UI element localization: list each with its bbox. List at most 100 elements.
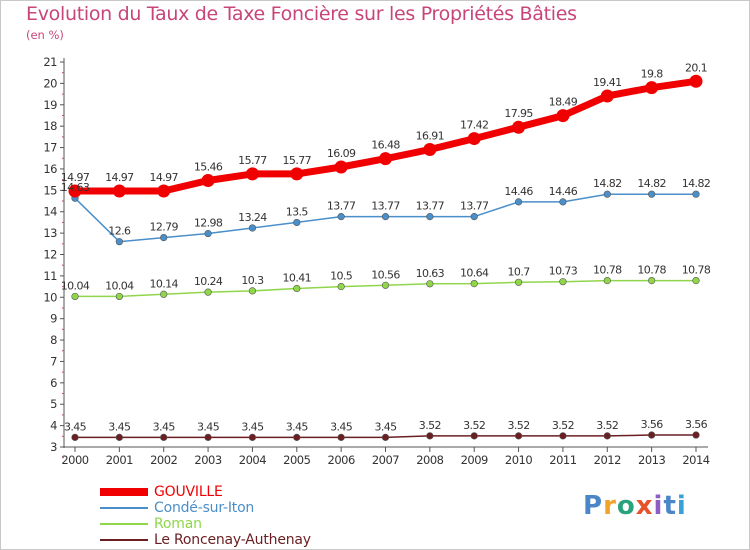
data-label: 14.97 bbox=[105, 171, 134, 184]
data-label: 13.77 bbox=[327, 200, 356, 213]
data-label: 3.45 bbox=[64, 420, 87, 433]
data-label: 14.46 bbox=[549, 185, 578, 198]
data-point bbox=[603, 190, 611, 198]
y-tick-label: 3 bbox=[50, 440, 57, 454]
data-label: 13.5 bbox=[286, 205, 309, 218]
data-point bbox=[470, 213, 478, 221]
data-label: 3.52 bbox=[508, 419, 530, 432]
data-point bbox=[514, 278, 523, 286]
data-point bbox=[692, 190, 700, 198]
data-point bbox=[603, 432, 611, 440]
chart-title: Evolution du Taux de Taxe Foncière sur l… bbox=[26, 3, 577, 25]
legend-item-conde-sur-iton[interactable]: Condé-sur-Iton bbox=[100, 500, 311, 516]
y-tick-label: 14 bbox=[43, 205, 57, 219]
data-label: 13.24 bbox=[238, 211, 267, 224]
data-label: 16.48 bbox=[371, 139, 400, 152]
data-point bbox=[245, 167, 259, 181]
y-tick-label: 20 bbox=[43, 76, 57, 90]
x-tick-label: 2011 bbox=[549, 453, 576, 467]
data-point bbox=[467, 132, 481, 146]
data-label: 13.77 bbox=[416, 200, 445, 213]
data-label: 18.49 bbox=[549, 96, 578, 109]
data-label: 3.45 bbox=[330, 420, 353, 433]
data-point bbox=[648, 190, 656, 198]
data-label: 16.09 bbox=[327, 147, 356, 160]
y-tick-label: 6 bbox=[50, 376, 57, 390]
data-point bbox=[293, 218, 301, 227]
legend-label-gouville: GOUVILLE bbox=[154, 484, 223, 500]
data-point bbox=[692, 276, 700, 285]
data-label: 14.97 bbox=[149, 171, 178, 184]
data-point bbox=[204, 288, 212, 296]
legend-item-gouville[interactable]: GOUVILLE bbox=[100, 484, 311, 500]
data-point bbox=[204, 433, 212, 441]
data-label: 10.7 bbox=[508, 265, 531, 278]
x-tick-label: 2010 bbox=[505, 453, 532, 467]
data-point bbox=[423, 142, 437, 156]
data-point bbox=[248, 287, 257, 295]
x-tick-label: 2007 bbox=[372, 453, 399, 467]
data-point bbox=[426, 213, 434, 221]
data-label: 17.95 bbox=[504, 107, 533, 120]
logo-letter: i bbox=[676, 491, 687, 521]
data-label: 10.64 bbox=[460, 267, 489, 280]
x-tick-label: 2006 bbox=[328, 453, 355, 467]
data-label: 3.52 bbox=[552, 419, 574, 432]
x-tick-label: 2012 bbox=[594, 453, 621, 467]
data-point bbox=[201, 173, 215, 187]
data-label: 10.41 bbox=[283, 272, 312, 285]
data-label: 10.78 bbox=[593, 264, 622, 277]
data-label: 3.45 bbox=[197, 420, 220, 433]
y-tick-label: 11 bbox=[43, 269, 57, 283]
data-label: 10.3 bbox=[241, 274, 264, 287]
y-tick-label: 19 bbox=[43, 98, 57, 112]
data-label: 10.78 bbox=[637, 264, 666, 277]
data-point bbox=[290, 167, 304, 181]
data-point bbox=[648, 431, 656, 439]
logo-letter: o bbox=[616, 491, 636, 521]
data-label: 3.56 bbox=[685, 418, 708, 431]
data-point bbox=[470, 279, 478, 288]
logo-letter: r bbox=[603, 491, 617, 521]
data-point bbox=[648, 276, 656, 285]
data-label: 14.63 bbox=[61, 181, 90, 194]
proxiti-logo: Proxiti bbox=[583, 491, 687, 521]
data-label: 3.45 bbox=[286, 420, 309, 433]
data-point bbox=[600, 89, 614, 103]
x-tick-label: 2004 bbox=[239, 453, 266, 467]
data-point bbox=[68, 184, 82, 198]
x-tick-label: 2008 bbox=[416, 453, 443, 467]
legend-item-le-roncenay-authenay[interactable]: Le Roncenay-Authenay bbox=[100, 532, 311, 548]
legend: GOUVILLE Condé-sur-Iton Roman Le Roncena… bbox=[100, 484, 311, 548]
legend-item-roman[interactable]: Roman bbox=[100, 516, 311, 532]
legend-swatch-gouville bbox=[100, 488, 148, 496]
data-point bbox=[426, 432, 434, 440]
data-label: 3.45 bbox=[108, 420, 131, 433]
data-label: 3.52 bbox=[596, 419, 618, 432]
x-tick-label: 2013 bbox=[638, 453, 665, 467]
legend-swatch-le-roncenay-authenay bbox=[100, 539, 148, 541]
x-tick-label: 2000 bbox=[61, 453, 88, 467]
data-label: 15.77 bbox=[238, 154, 267, 167]
data-point bbox=[381, 213, 390, 221]
data-label: 16.91 bbox=[416, 129, 445, 142]
data-label: 10.63 bbox=[416, 267, 445, 280]
legend-swatch-roman bbox=[100, 523, 148, 525]
x-tick-label: 2005 bbox=[283, 453, 310, 467]
data-label: 13.77 bbox=[460, 200, 489, 213]
data-point bbox=[559, 432, 567, 440]
data-point bbox=[603, 276, 611, 285]
x-tick-label: 2003 bbox=[194, 453, 221, 467]
data-point bbox=[559, 278, 567, 286]
y-tick-label: 5 bbox=[50, 397, 57, 411]
data-label: 3.45 bbox=[241, 420, 264, 433]
y-tick-label: 4 bbox=[50, 419, 57, 433]
legend-label-roman: Roman bbox=[154, 516, 202, 532]
data-point bbox=[160, 433, 168, 441]
data-point bbox=[337, 213, 345, 221]
data-label: 14.82 bbox=[682, 177, 711, 190]
data-point bbox=[645, 81, 659, 95]
legend-label-conde-sur-iton: Condé-sur-Iton bbox=[154, 500, 255, 516]
data-label: 19.8 bbox=[641, 68, 664, 81]
y-tick-label: 16 bbox=[43, 162, 57, 176]
